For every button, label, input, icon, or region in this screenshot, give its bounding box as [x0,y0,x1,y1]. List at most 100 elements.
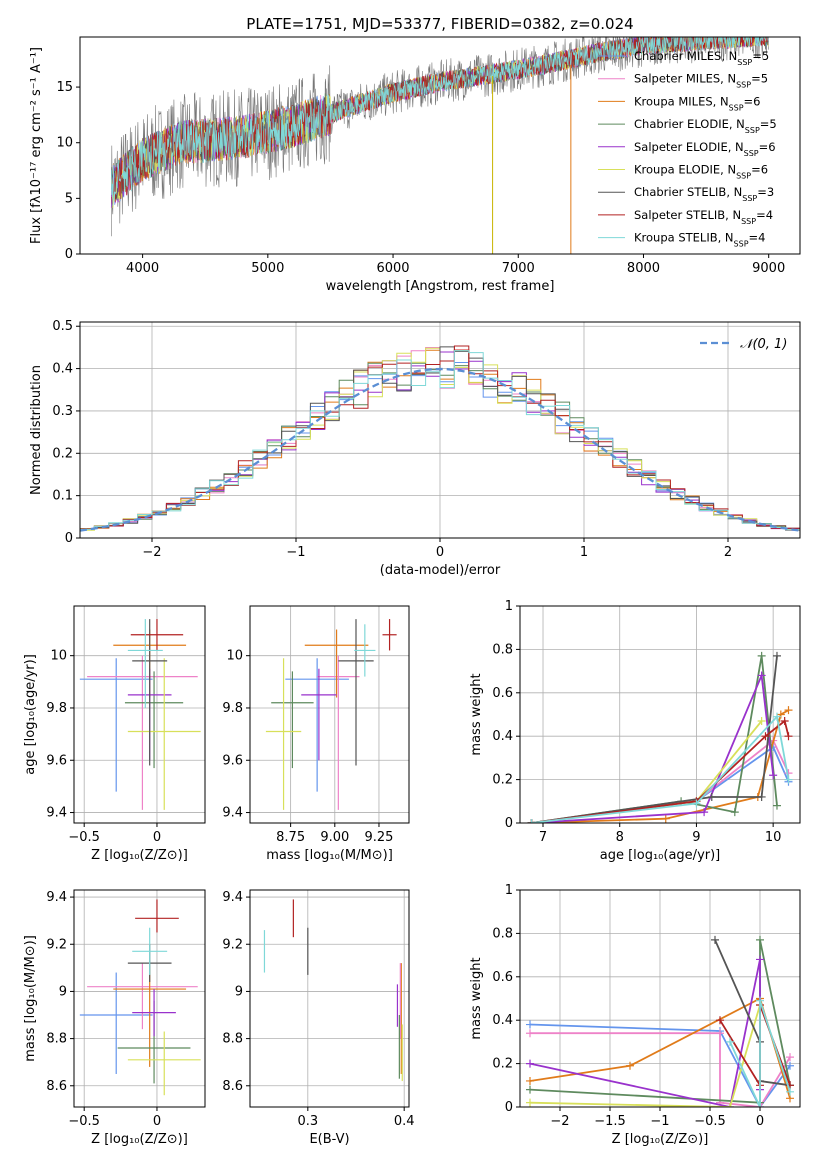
weight-marker [757,792,766,801]
y-tick-label: 0.4 [492,1013,513,1028]
y-axis-label: age [log₁₀(age/yr)] [23,654,38,775]
axes-frame [519,605,801,824]
legend-label: Salpeter STELIB, NSSP=4 [634,208,773,226]
y-tick-label: 10 [56,136,73,151]
x-axis-label: mass [log₁₀(M/M⊙)] [266,848,393,863]
weight-marker [707,792,716,801]
panel-mass-vs-Z: −0.5 0 8.6 8.8 9 9.2 9.4 Z [log₁₀(Z/Z⊙)] mass [l… [23,889,206,1147]
y-tick-label: 0 [65,531,73,546]
y-tick-label: 0.6 [492,686,513,701]
legend-label: Kroupa ELODIE, NSSP=6 [634,163,768,181]
x-tick-label: −2 [550,1114,569,1129]
weight-line [531,714,790,823]
weight-marker [772,801,781,810]
weight-marker [757,651,766,660]
x-tick-label: 7000 [502,261,535,276]
y-tick-label: 1 [505,883,513,898]
weight-marker [761,732,770,741]
x-tick-label: −1 [286,545,305,560]
x-tick-label: 2 [724,545,732,560]
x-tick-label: −1 [650,1114,669,1129]
y-tick-label: 0.8 [492,642,513,657]
y-tick-label: 9.6 [46,753,67,768]
y-axis-label: Normed distribution [29,365,44,495]
normal-curve [80,367,800,532]
weight-marker [626,1061,634,1070]
weight-marker [786,1087,794,1096]
weight-marker [784,732,793,741]
legend-label: Chabrier MILES, NSSP=5 [634,49,769,67]
weight-line [529,1004,761,1107]
weight-marker [772,712,781,721]
y-tick-label: 0 [505,816,513,831]
weight-marker [526,1076,534,1085]
y-tick-label: 8.8 [222,1032,243,1047]
x-tick-label: 9 [692,830,700,845]
panel-weight-vs-age: 7 8 9 10 0 0.2 0.4 0.6 0.8 1 age [log₁₀(age/yr)] ma… [469,599,801,863]
weight-line [531,739,790,823]
weight-marker [526,1085,534,1094]
figure-title: PLATE=1751, MJD=53377, FIBERID=0382, z=0… [246,15,633,33]
weight-marker [526,1098,534,1107]
y-tick-label: 0.8 [492,926,513,941]
y-tick-label: 1 [505,599,513,614]
histogram-step [80,345,800,530]
panel-age-vs-mass: 8.75 9.00 9.25 9.4 9.6 9.8 10 mass [log₁₀(M/M⊙)… [222,605,410,863]
y-tick-label: 0.3 [52,404,73,419]
y-axis-label: mass weight [469,957,484,1039]
y-tick-label: 8.6 [222,1079,243,1094]
y-axis-label: Flux [fλ10⁻¹⁷ erg cm⁻² s⁻¹ A⁻¹] [29,47,44,244]
y-tick-label: 0.6 [492,970,513,985]
plot-area [527,651,793,823]
axes-frame [519,889,801,1108]
y-tick-label: 0.2 [52,446,73,461]
y-tick-label: 9.4 [46,890,67,905]
axes-frame [73,889,206,1108]
weight-marker [756,935,764,944]
legend-label: Chabrier STELIB, NSSP=3 [634,185,774,203]
axes-frame [73,605,206,824]
x-tick-label: 6000 [376,261,409,276]
panel-residual-hist: −2 −1 0 1 2 0 0.1 0.2 0.3 0.4 0.5 (data-model)/erro… [29,319,801,578]
legend-label: Salpeter MILES, NSSP=5 [634,72,768,90]
plot-area [79,619,201,810]
weight-marker [780,717,789,726]
weight-marker [784,706,793,715]
panel-spectrum: 4000 5000 6000 7000 8000 9000 0 5 10 15 wavelength… [29,36,801,294]
weight-marker [726,1037,734,1046]
x-tick-label: 9.00 [320,830,349,845]
panel-age-vs-Z: −0.5 0 9.4 9.6 9.8 10 Z [log₁₀(Z/Z⊙)] age [log₁… [23,605,206,863]
weight-marker [526,1059,534,1068]
plot-area [263,899,403,1082]
weight-marker [716,1029,724,1038]
histogram-step [80,350,800,531]
weight-marker [756,996,764,1005]
y-tick-label: 9.8 [222,701,243,716]
x-tick-label: 8.75 [276,830,305,845]
x-tick-label: 4000 [126,261,159,276]
x-axis-label: Z [log₁₀(Z/Z⊙)] [91,1132,188,1147]
weight-marker [769,771,778,780]
plot-area [80,345,800,532]
y-tick-label: 9.6 [222,753,243,768]
x-tick-label: 9.25 [364,830,393,845]
weight-marker [716,1016,724,1025]
weight-marker [756,1103,764,1107]
legend-label: Kroupa MILES, NSSP=6 [634,94,760,112]
weight-marker [726,1103,734,1107]
y-tick-label: 0 [505,1100,513,1115]
x-tick-label: 7 [539,830,547,845]
weight-marker [757,717,766,726]
y-tick-label: 0.5 [52,319,73,334]
axes-frame [79,321,801,539]
x-tick-label: 0.3 [297,1114,318,1129]
y-tick-label: 5 [65,191,73,206]
x-tick-label: 0 [153,1114,161,1129]
x-axis-label: wavelength [Angstrom, rest frame] [326,279,555,294]
x-axis-label: Z [log₁₀(Z/Z⊙)] [91,848,188,863]
x-tick-label: 10 [765,830,782,845]
y-tick-label: 9.4 [222,806,243,821]
y-tick-label: 9.2 [222,937,243,952]
axes-frame [249,889,410,1108]
y-tick-label: 9.2 [46,937,67,952]
